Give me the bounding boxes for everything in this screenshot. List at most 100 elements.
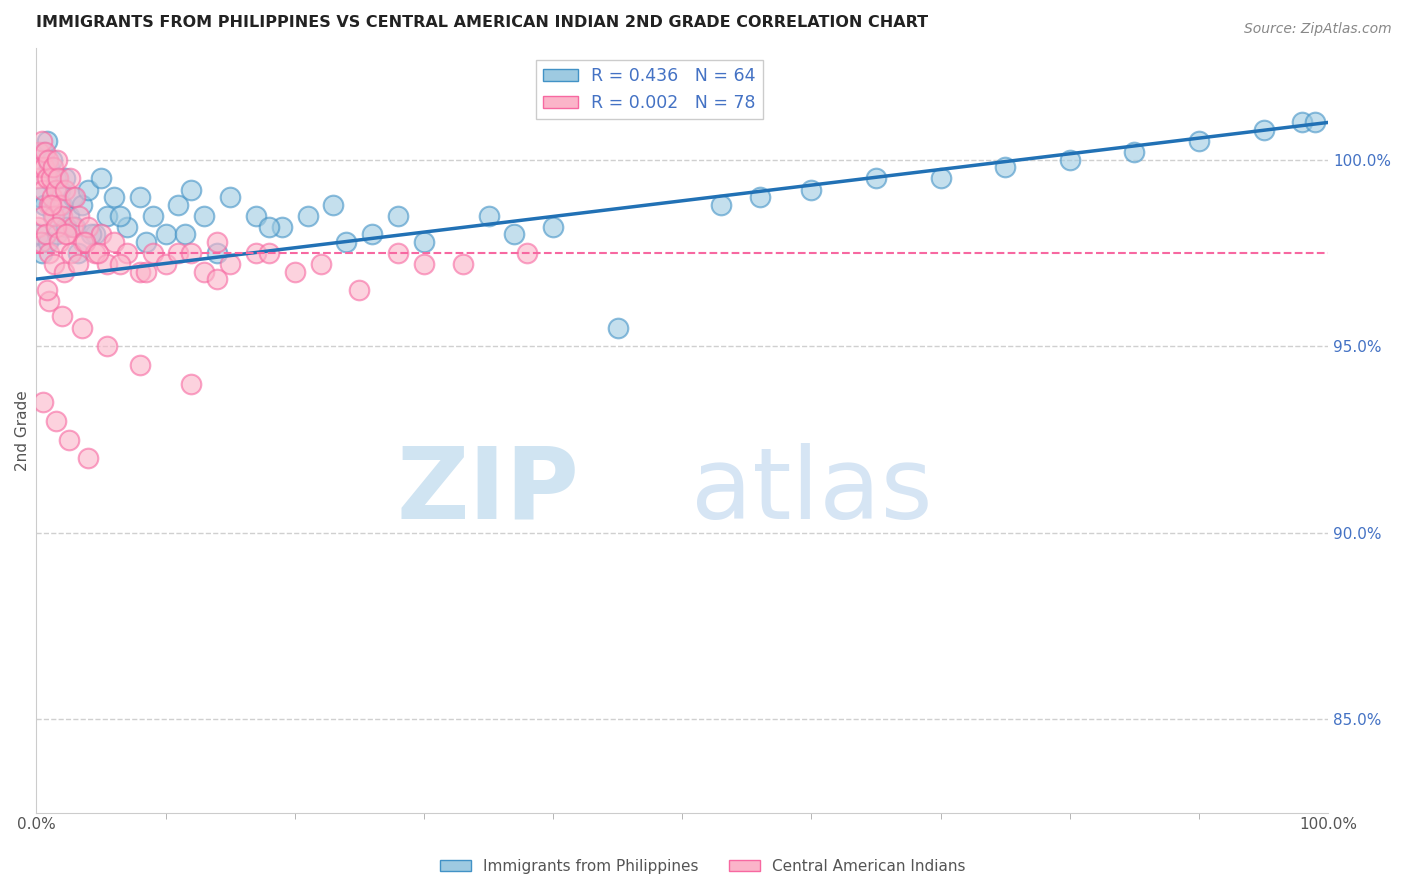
Point <box>219 190 242 204</box>
Point <box>387 209 409 223</box>
Point <box>387 246 409 260</box>
Point <box>83 246 105 260</box>
Point <box>46 227 69 242</box>
Point <box>361 227 384 242</box>
Point <box>103 190 125 204</box>
Point <box>135 265 157 279</box>
Point <box>53 171 76 186</box>
Point <box>31 145 53 160</box>
Point <box>70 197 93 211</box>
Point <box>75 235 97 249</box>
Point <box>48 183 70 197</box>
Point <box>322 197 344 211</box>
Point <box>1291 115 1313 129</box>
Point <box>103 235 125 249</box>
Point <box>135 235 157 249</box>
Point <box>72 235 94 249</box>
Point <box>39 171 62 186</box>
Point <box>1059 153 1081 167</box>
Point <box>309 257 332 271</box>
Point <box>32 160 55 174</box>
Point <box>413 257 436 271</box>
Point <box>77 219 100 234</box>
Point <box>38 197 60 211</box>
Point <box>62 219 84 234</box>
Point <box>51 197 73 211</box>
Point <box>207 272 229 286</box>
Point <box>174 227 197 242</box>
Point <box>516 246 538 260</box>
Point <box>28 145 51 160</box>
Point <box>38 160 60 174</box>
Point <box>31 246 53 260</box>
Point <box>180 376 202 391</box>
Point <box>1188 134 1211 148</box>
Point <box>41 190 63 204</box>
Point <box>297 209 319 223</box>
Point <box>335 235 357 249</box>
Point <box>90 171 112 186</box>
Point <box>115 219 138 234</box>
Point <box>51 209 73 223</box>
Point <box>270 219 292 234</box>
Point <box>46 171 69 186</box>
Text: Source: ZipAtlas.com: Source: ZipAtlas.com <box>1244 22 1392 37</box>
Point <box>83 227 105 242</box>
Point <box>32 197 55 211</box>
Point <box>413 235 436 249</box>
Point <box>35 134 58 148</box>
Point <box>48 197 70 211</box>
Legend: R = 0.436   N = 64, R = 0.002   N = 78: R = 0.436 N = 64, R = 0.002 N = 78 <box>536 61 763 119</box>
Point <box>62 190 84 204</box>
Point <box>142 209 165 223</box>
Y-axis label: 2nd Grade: 2nd Grade <box>15 390 30 471</box>
Point <box>42 160 65 174</box>
Point <box>35 227 58 242</box>
Point <box>541 219 564 234</box>
Point <box>994 160 1017 174</box>
Point <box>90 227 112 242</box>
Point <box>42 209 65 223</box>
Point <box>128 265 150 279</box>
Point <box>503 227 526 242</box>
Point <box>167 197 190 211</box>
Point <box>63 219 86 234</box>
Point <box>70 320 93 334</box>
Point <box>31 134 53 148</box>
Text: IMMIGRANTS FROM PHILIPPINES VS CENTRAL AMERICAN INDIAN 2ND GRADE CORRELATION CHA: IMMIGRANTS FROM PHILIPPINES VS CENTRAL A… <box>37 15 928 30</box>
Point <box>37 153 59 167</box>
Point <box>115 246 138 260</box>
Legend: Immigrants from Philippines, Central American Indians: Immigrants from Philippines, Central Ame… <box>434 853 972 880</box>
Point <box>96 339 118 353</box>
Point <box>45 171 67 186</box>
Point <box>257 246 280 260</box>
Point <box>67 209 90 223</box>
Point <box>30 190 52 204</box>
Point <box>27 219 49 234</box>
Point <box>207 246 229 260</box>
Point <box>87 246 110 260</box>
Point <box>477 209 499 223</box>
Point <box>929 171 952 186</box>
Point <box>38 294 60 309</box>
Point <box>66 246 89 260</box>
Point <box>28 227 51 242</box>
Point <box>128 190 150 204</box>
Point <box>1253 123 1275 137</box>
Point <box>35 171 58 186</box>
Point <box>79 227 101 242</box>
Point <box>46 153 69 167</box>
Point <box>45 183 67 197</box>
Point <box>1303 115 1326 129</box>
Point <box>39 197 62 211</box>
Point <box>245 246 267 260</box>
Point <box>128 358 150 372</box>
Point <box>55 219 77 234</box>
Point <box>219 257 242 271</box>
Point <box>41 153 63 167</box>
Point <box>58 433 80 447</box>
Point <box>42 257 65 271</box>
Point <box>45 219 67 234</box>
Point <box>45 414 67 428</box>
Point <box>451 257 474 271</box>
